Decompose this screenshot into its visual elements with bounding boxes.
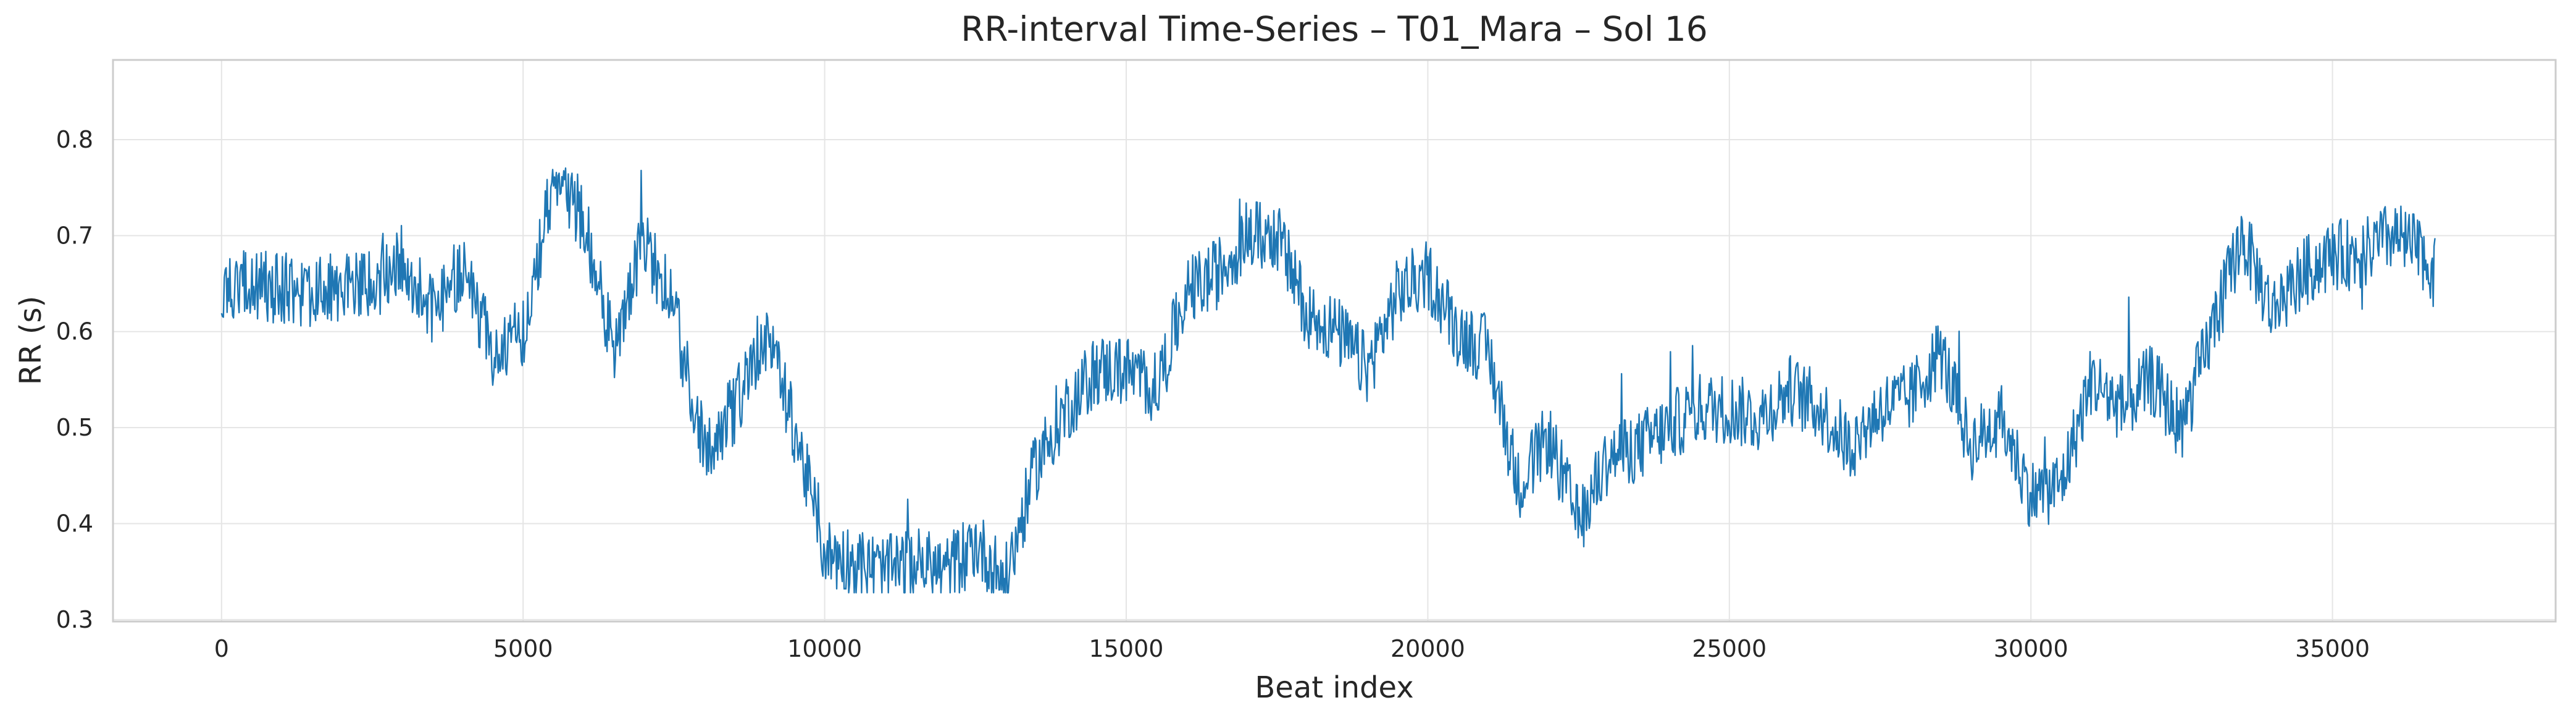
y-tick-label: 0.4 <box>56 510 93 538</box>
y-axis-label: RR (s) <box>14 296 48 385</box>
x-tick-label: 35000 <box>2295 635 2370 662</box>
x-tick-label: 25000 <box>1692 635 1767 662</box>
y-tick-label: 0.5 <box>56 414 93 441</box>
y-tick-label: 0.8 <box>56 126 93 153</box>
x-tick-label: 5000 <box>493 635 553 662</box>
x-tick-label: 30000 <box>1994 635 2068 662</box>
x-tick-label: 10000 <box>787 635 862 662</box>
x-tick-label: 20000 <box>1390 635 1465 662</box>
x-tick-labels: 0 5000 10000 15000 20000 25000 30000 35000 <box>214 635 2370 662</box>
y-tick-label: 0.7 <box>56 222 93 249</box>
series-group <box>220 167 2436 594</box>
x-tick-label: 0 <box>214 635 229 662</box>
y-tick-label: 0.6 <box>56 318 93 345</box>
y-tick-labels: 0.3 0.4 0.5 0.6 0.7 0.8 <box>56 126 93 633</box>
x-tick-label: 15000 <box>1089 635 1164 662</box>
chart-title: RR-interval Time-Series – T01_Mara – Sol… <box>961 9 1708 49</box>
y-tick-label: 0.3 <box>56 606 93 633</box>
grid-lines <box>113 60 2556 622</box>
rr-series-line <box>220 167 2436 594</box>
x-axis-label: Beat index <box>1255 670 1413 705</box>
plot-frame <box>112 59 2557 623</box>
